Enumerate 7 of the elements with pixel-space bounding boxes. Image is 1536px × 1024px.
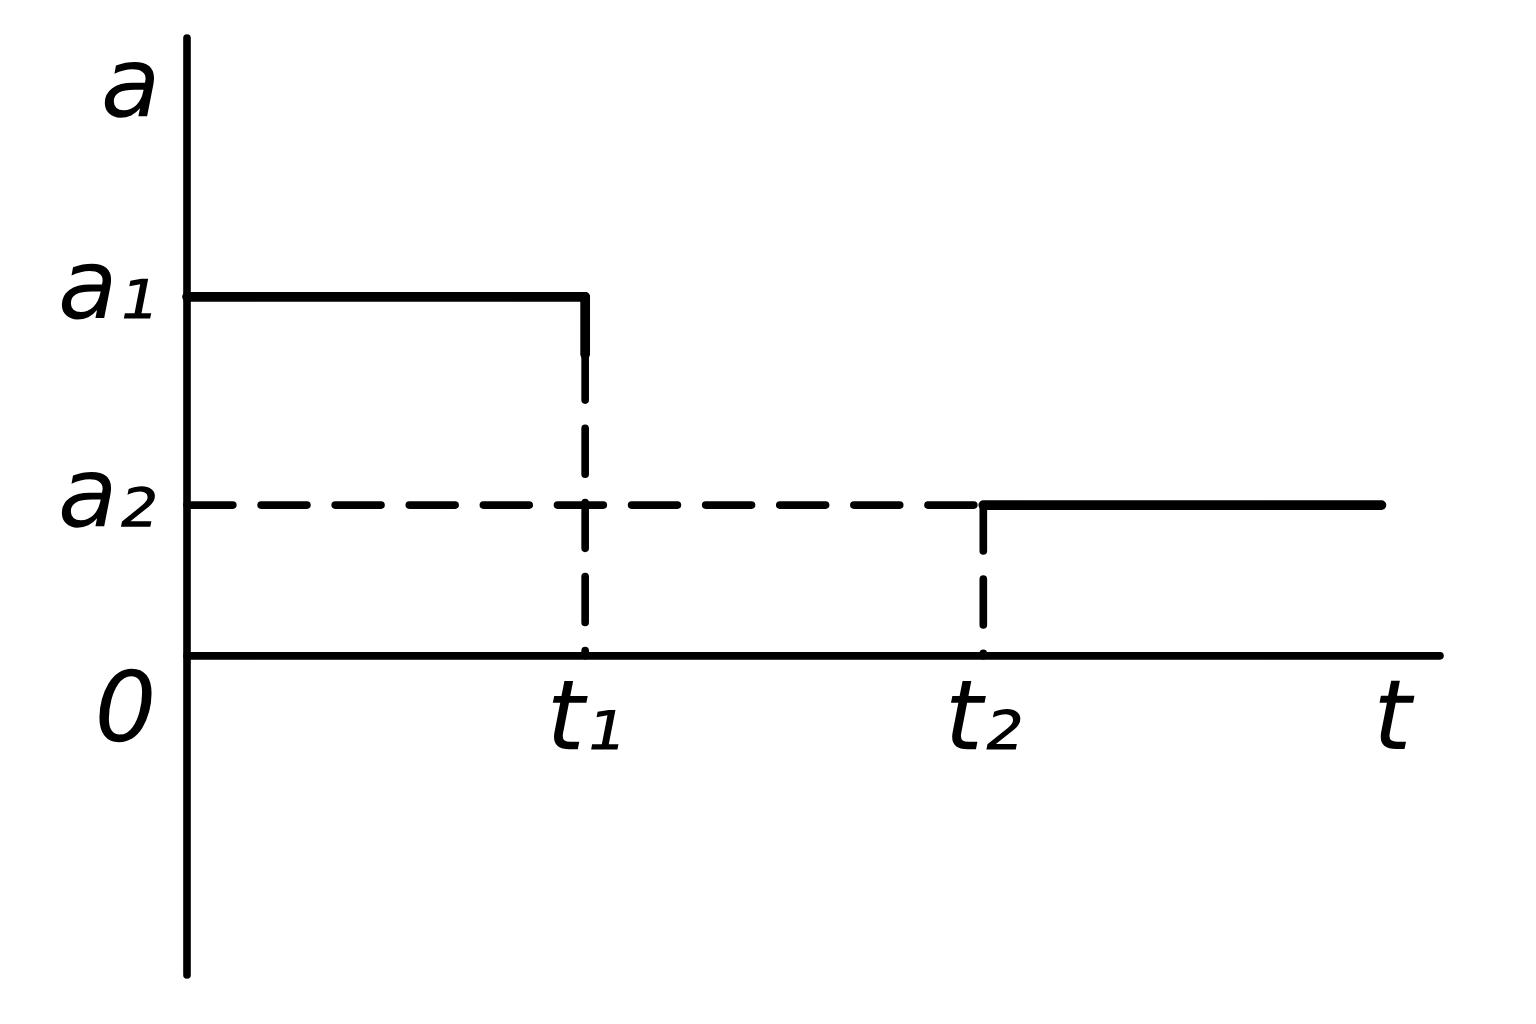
x-tick-label: t₁ — [552, 680, 619, 750]
x-axis-title: t — [1379, 680, 1415, 750]
text: 0 — [99, 668, 152, 743]
x-tick-label: t₂ — [950, 680, 1021, 750]
text: a₁ — [61, 263, 152, 320]
y-axis-title: a — [104, 61, 154, 118]
text: a₂ — [61, 471, 155, 528]
